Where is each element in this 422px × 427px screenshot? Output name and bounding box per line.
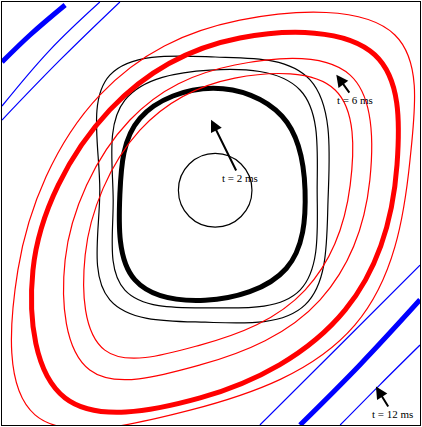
svg-text:t = 2 ms: t = 2 ms: [222, 172, 258, 184]
svg-text:t = 12 ms: t = 12 ms: [372, 408, 413, 420]
svg-text:t = 6 ms: t = 6 ms: [337, 94, 373, 106]
